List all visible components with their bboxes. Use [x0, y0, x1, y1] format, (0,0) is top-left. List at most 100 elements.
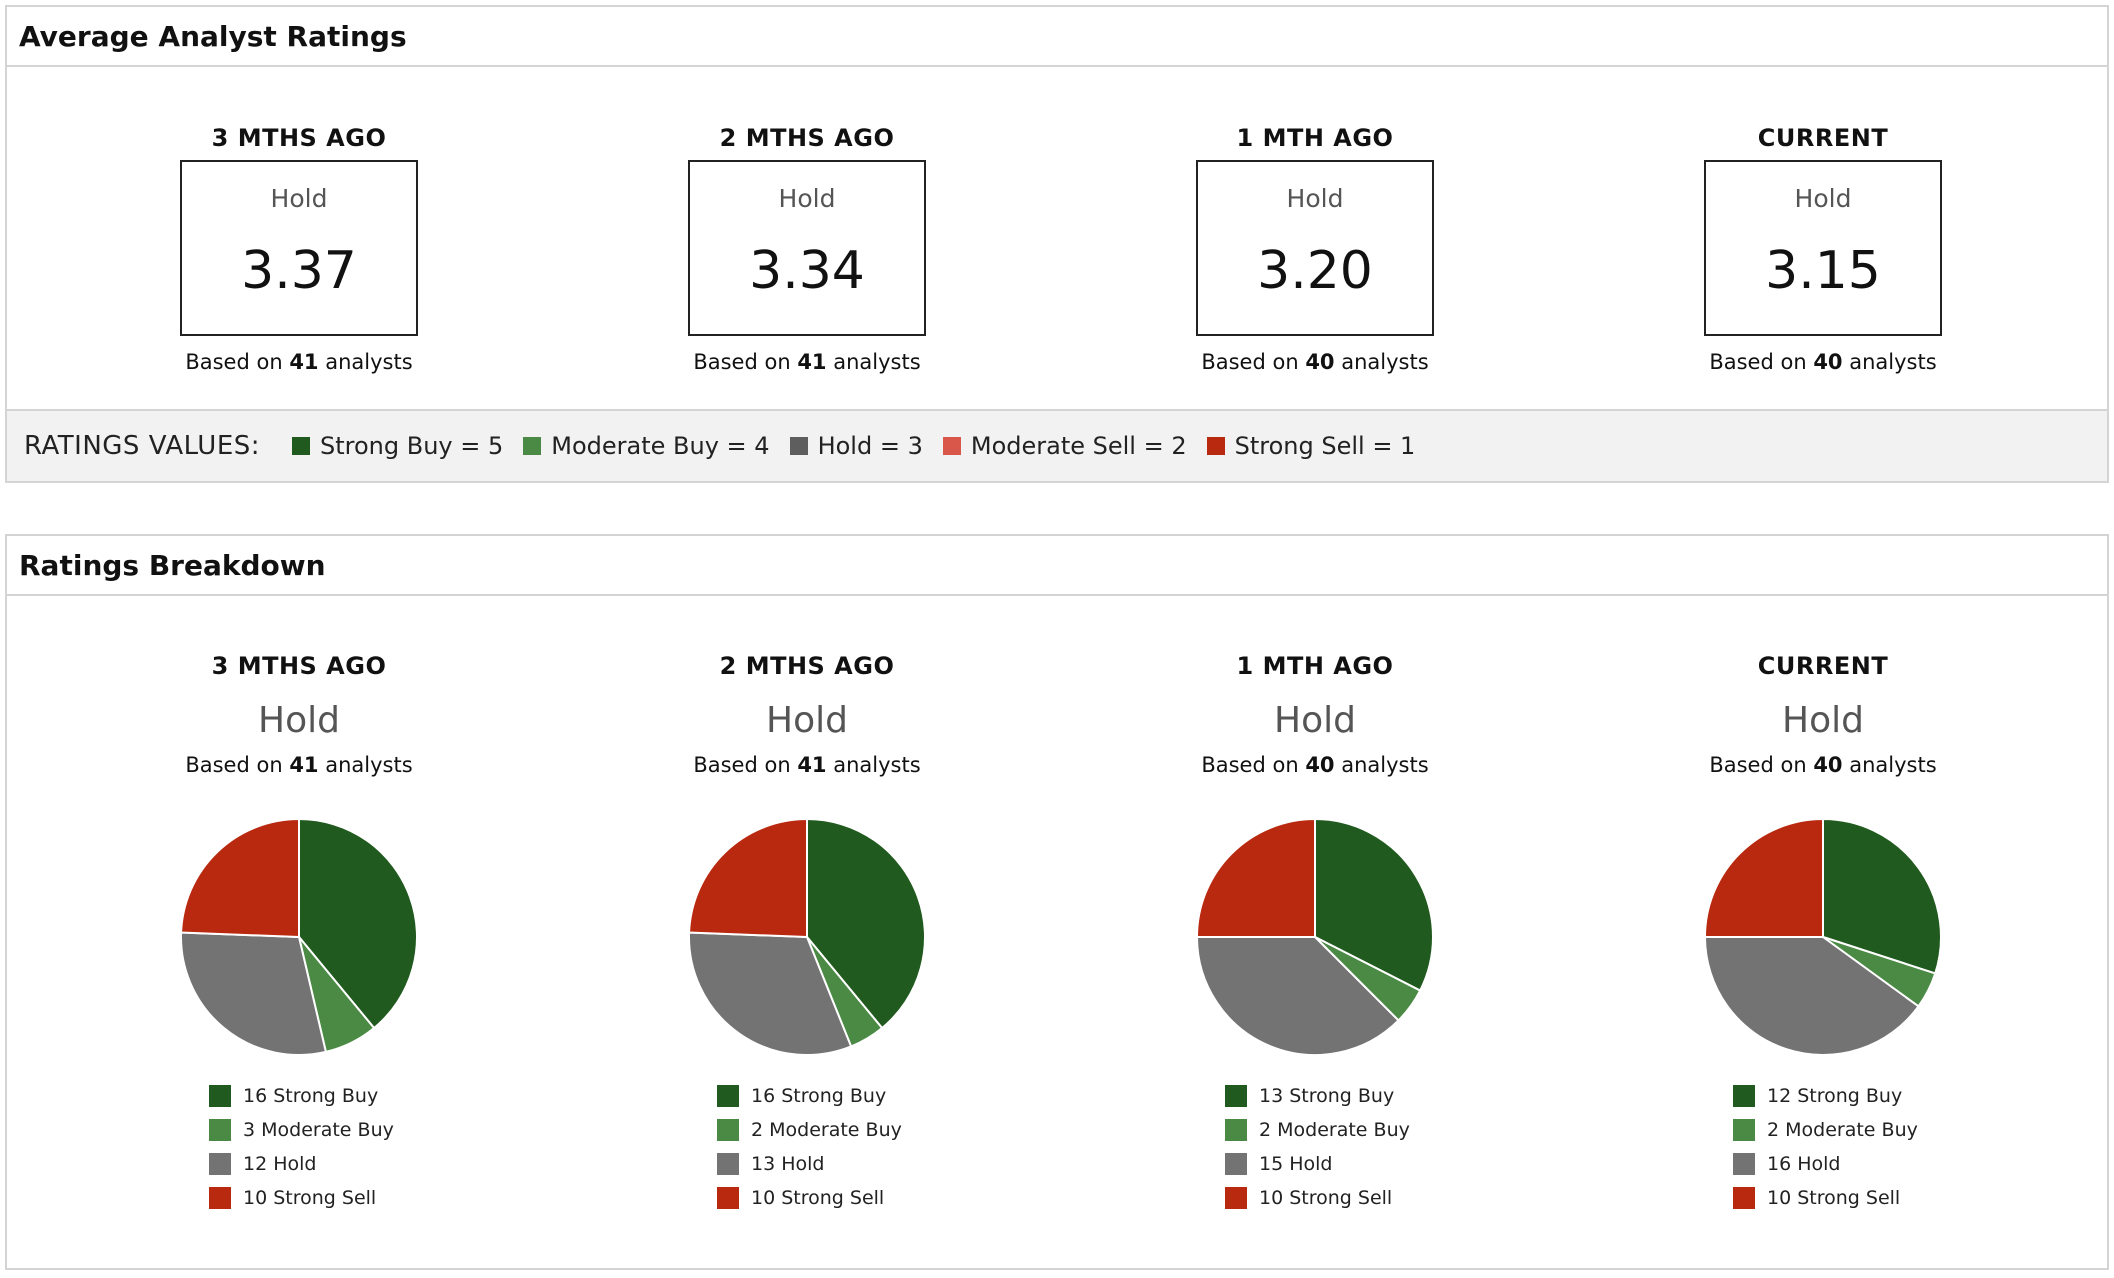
pie-slice-strong-buy	[298, 817, 418, 1030]
swatch-icon	[209, 1085, 231, 1107]
swatch-icon	[1225, 1153, 1247, 1175]
legend-item-moderate-buy: 3 Moderate Buy	[209, 1113, 394, 1147]
column-heading: 2 MTHS AGO	[719, 652, 895, 680]
breakdown-col-1-mth-ago: 1 MTH AGO Hold Based on 40 analysts 13 S…	[1115, 596, 1515, 1215]
legend-item-strong-sell: 10 Strong Sell	[1733, 1181, 1918, 1215]
swatch-icon	[209, 1119, 231, 1141]
ratings-breakdown-panel: Ratings Breakdown 3 MTHS AGO Hold Based …	[5, 534, 2109, 1270]
swatch-icon	[1206, 437, 1225, 455]
rating-value: 3.15	[1765, 241, 1881, 301]
swatch-icon	[209, 1187, 231, 1209]
based-on-text: Based on 41 analysts	[185, 350, 413, 374]
consensus-label: Hold	[766, 700, 848, 741]
legend-item-strong-buy: 13 Strong Buy	[1225, 1079, 1410, 1113]
rating-label: Hold	[778, 184, 836, 213]
avg-col-2-mths-ago: 2 MTHS AGO Hold 3.34 Based on 41 analyst…	[607, 67, 1007, 374]
pie-slice-strong-sell	[180, 817, 300, 939]
swatch-icon	[942, 437, 961, 455]
ratings-breakdown-title: Ratings Breakdown	[7, 536, 2107, 596]
pie-slice-strong-buy	[806, 817, 926, 1030]
based-on-text: Based on 40 analysts	[1709, 753, 1937, 777]
legend-item-strong-sell: 10 Strong Sell	[1225, 1181, 1410, 1215]
column-heading: 1 MTH AGO	[1236, 652, 1394, 680]
legend-item-moderate-buy: 2 Moderate Buy	[1225, 1113, 1410, 1147]
rating-value: 3.20	[1257, 241, 1373, 301]
pie-slice-strong-buy	[1822, 817, 1942, 975]
rating-value-strong-buy: Strong Buy = 5	[292, 432, 503, 460]
legend-item-strong-buy: 16 Strong Buy	[717, 1079, 902, 1113]
swatch-icon	[1733, 1187, 1755, 1209]
pie-legend: 12 Strong Buy 2 Moderate Buy 16 Hold 10 …	[1733, 1079, 1918, 1215]
swatch-icon	[1225, 1085, 1247, 1107]
average-ratings-row: 3 MTHS AGO Hold 3.37 Based on 41 analyst…	[7, 67, 2107, 411]
based-on-text: Based on 41 analysts	[693, 753, 921, 777]
based-on-text: Based on 40 analysts	[1709, 350, 1937, 374]
average-ratings-title: Average Analyst Ratings	[7, 7, 2107, 67]
legend-item-strong-sell: 10 Strong Sell	[717, 1181, 902, 1215]
rating-value-strong-sell: Strong Sell = 1	[1206, 432, 1415, 460]
analyst-count: 41	[797, 753, 827, 777]
pie-legend: 13 Strong Buy 2 Moderate Buy 15 Hold 10 …	[1225, 1079, 1410, 1215]
avg-col-3-mths-ago: 3 MTHS AGO Hold 3.37 Based on 41 analyst…	[99, 67, 499, 374]
breakdown-col-current: CURRENT Hold Based on 40 analysts 12 Str…	[1623, 596, 2023, 1215]
pie-slice-strong-sell	[1195, 817, 1316, 938]
swatch-icon	[717, 1153, 739, 1175]
swatch-icon	[717, 1187, 739, 1209]
swatch-icon	[1225, 1119, 1247, 1141]
rating-value: 3.37	[241, 241, 357, 301]
legend-item-strong-buy: 12 Strong Buy	[1733, 1079, 1918, 1113]
column-heading: CURRENT	[1757, 652, 1889, 680]
column-heading: 2 MTHS AGO	[719, 124, 895, 152]
swatch-icon	[1733, 1085, 1755, 1107]
analyst-count: 40	[1813, 753, 1843, 777]
legend-item-strong-buy: 16 Strong Buy	[209, 1079, 394, 1113]
legend-item-hold: 16 Hold	[1733, 1147, 1918, 1181]
column-heading: 3 MTHS AGO	[211, 652, 387, 680]
rating-box: Hold 3.20	[1196, 160, 1434, 336]
rating-label: Hold	[1794, 184, 1852, 213]
pie-slice-hold	[1195, 936, 1400, 1056]
pie-slice-strong-sell	[688, 817, 808, 939]
pie-slice-hold	[180, 931, 328, 1056]
swatch-icon	[1225, 1187, 1247, 1209]
analyst-count: 40	[1305, 753, 1335, 777]
swatch-icon	[717, 1119, 739, 1141]
based-on-text: Based on 41 analysts	[693, 350, 921, 374]
based-on-text: Based on 40 analysts	[1201, 753, 1429, 777]
rating-box: Hold 3.15	[1704, 160, 1942, 336]
swatch-icon	[717, 1085, 739, 1107]
consensus-label: Hold	[258, 700, 340, 741]
rating-value-moderate-sell: Moderate Sell = 2	[942, 432, 1187, 460]
swatch-icon	[209, 1153, 231, 1175]
analyst-count: 41	[289, 350, 319, 374]
pie-chart	[1703, 817, 1942, 1056]
avg-col-current: CURRENT Hold 3.15 Based on 40 analysts	[1623, 67, 2023, 374]
analyst-count: 40	[1813, 350, 1843, 374]
rating-value-moderate-buy: Moderate Buy = 4	[523, 432, 770, 460]
pie-chart	[180, 817, 418, 1056]
rating-box: Hold 3.34	[688, 160, 926, 336]
based-on-text: Based on 41 analysts	[185, 753, 413, 777]
ratings-values-title: RATINGS VALUES:	[24, 431, 261, 461]
swatch-icon	[523, 437, 542, 455]
legend-item-hold: 15 Hold	[1225, 1147, 1410, 1181]
ratings-values-bar: RATINGS VALUES: Strong Buy = 5 Moderate …	[7, 409, 2107, 481]
ratings-breakdown-row: 3 MTHS AGO Hold Based on 41 analysts 16 …	[7, 596, 2107, 1268]
breakdown-col-2-mths-ago: 2 MTHS AGO Hold Based on 41 analysts 16 …	[607, 596, 1007, 1215]
swatch-icon	[292, 437, 311, 455]
legend-item-moderate-buy: 2 Moderate Buy	[1733, 1113, 1918, 1147]
pie-slice-hold	[688, 931, 853, 1056]
analyst-count: 41	[289, 753, 319, 777]
swatch-icon	[1733, 1119, 1755, 1141]
pie-chart	[1195, 817, 1434, 1056]
based-on-text: Based on 40 analysts	[1201, 350, 1429, 374]
average-ratings-panel: Average Analyst Ratings 3 MTHS AGO Hold …	[5, 5, 2109, 483]
analyst-count: 41	[797, 350, 827, 374]
column-heading: 3 MTHS AGO	[211, 124, 387, 152]
rating-label: Hold	[1286, 184, 1344, 213]
pie-chart	[688, 817, 926, 1056]
legend-item-hold: 13 Hold	[717, 1147, 902, 1181]
consensus-label: Hold	[1274, 700, 1356, 741]
breakdown-col-3-mths-ago: 3 MTHS AGO Hold Based on 41 analysts 16 …	[99, 596, 499, 1215]
rating-label: Hold	[270, 184, 328, 213]
